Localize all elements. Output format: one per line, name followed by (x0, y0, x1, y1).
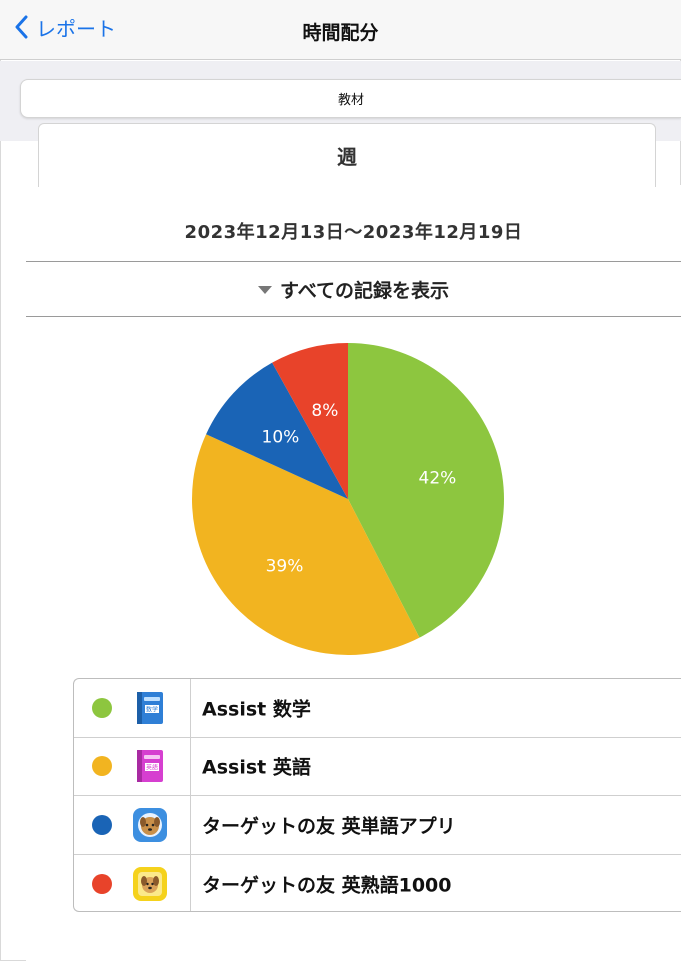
legend-color-dot (92, 814, 112, 835)
dog-app-yellow-icon (133, 866, 167, 901)
pie-chart: 42% 39% 10% 8% (192, 343, 504, 655)
tab-category[interactable]: 教材 (20, 79, 681, 118)
dog-app-icon (133, 807, 167, 842)
legend-color-dot (92, 697, 112, 718)
pie-slice (348, 343, 504, 638)
legend-table: 数学 Assist 数学 英語 Assist 英語 ターゲットの友 英単 (73, 678, 681, 912)
legend-label: Assist 英語 (202, 756, 311, 779)
legend-label: ターゲットの友 英熟語1000 (202, 874, 452, 897)
column-separator (190, 854, 191, 911)
magenta-book-icon: 英語 (137, 750, 163, 783)
pie-value-label: 10% (262, 428, 300, 448)
legend-row[interactable]: ターゲットの友 英熟語1000 (74, 854, 681, 911)
pie-value-label: 39% (266, 557, 304, 577)
legend-color-dot (92, 756, 112, 777)
page-title: 時間配分 (302, 22, 379, 44)
legend-row[interactable]: 英語 Assist 英語 (74, 737, 681, 796)
date-range: 2023年12月13日〜2023年12月19日 (184, 222, 523, 243)
show-all-records-button[interactable]: すべての記録を表示 (26, 262, 681, 316)
divider-top (26, 261, 681, 262)
pie-value-label: 8% (311, 401, 338, 421)
svg-text:英語: 英語 (146, 764, 158, 772)
pie-slice (272, 343, 348, 499)
tab-period-week[interactable]: 週 (38, 123, 656, 187)
legend-row[interactable]: ターゲットの友 英単語アプリ (74, 796, 681, 855)
legend-row[interactable]: 数学 Assist 数学 (74, 679, 681, 738)
pie-value-label: 42% (419, 468, 457, 488)
back-label: レポート (36, 16, 116, 41)
divider-bottom (26, 316, 681, 317)
legend-label: Assist 数学 (202, 698, 311, 721)
back-button[interactable]: レポート (14, 12, 116, 42)
column-separator (190, 796, 191, 854)
blue-book-icon: 数学 (137, 691, 163, 724)
triangle-down-icon (258, 286, 273, 294)
column-separator (190, 737, 191, 795)
show-all-label: すべての記録を表示 (280, 279, 449, 302)
legend-color-dot (92, 873, 112, 894)
chevron-left-icon (15, 15, 28, 39)
navigation-bar: レポート 時間配分 (0, 0, 681, 60)
legend-label: ターゲットの友 英単語アプリ (202, 815, 456, 838)
pie-slice (206, 362, 348, 499)
pie-slice (192, 434, 420, 655)
column-separator (190, 679, 191, 737)
svg-text:数学: 数学 (146, 705, 158, 713)
